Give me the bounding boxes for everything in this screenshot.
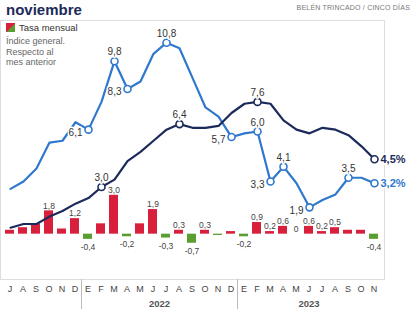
- svg-text:6,1: 6,1: [69, 127, 83, 138]
- svg-text:4,1: 4,1: [277, 152, 291, 163]
- svg-text:J: J: [164, 284, 169, 294]
- svg-text:N: N: [215, 284, 222, 294]
- svg-text:M: M: [292, 284, 300, 294]
- svg-text:J: J: [8, 284, 13, 294]
- svg-text:N: N: [59, 284, 66, 294]
- svg-text:M: M: [266, 284, 274, 294]
- svg-text:A: A: [332, 284, 338, 294]
- svg-text:J: J: [307, 284, 312, 294]
- svg-text:2023: 2023: [298, 298, 319, 309]
- svg-text:-0,2: -0,2: [120, 239, 135, 249]
- svg-text:0,3: 0,3: [199, 220, 211, 230]
- svg-text:1,8: 1,8: [43, 201, 55, 211]
- svg-text:O: O: [45, 284, 52, 294]
- svg-text:0,6: 0,6: [303, 216, 315, 226]
- svg-text:-0,4: -0,4: [81, 242, 96, 252]
- svg-text:-0,7: -0,7: [185, 246, 200, 256]
- svg-text:D: D: [228, 284, 235, 294]
- svg-text:2022: 2022: [149, 298, 170, 309]
- svg-text:-0,2: -0,2: [237, 239, 252, 249]
- svg-text:E: E: [241, 284, 247, 294]
- svg-text:0,5: 0,5: [329, 217, 341, 227]
- svg-text:-0,4: -0,4: [367, 242, 382, 252]
- svg-text:S: S: [345, 284, 351, 294]
- svg-text:M: M: [136, 284, 144, 294]
- svg-text:1,9: 1,9: [290, 205, 304, 216]
- svg-text:7,6: 7,6: [251, 87, 265, 98]
- svg-text:J: J: [320, 284, 325, 294]
- svg-text:O: O: [201, 284, 208, 294]
- svg-text:-0,3: -0,3: [159, 241, 174, 251]
- svg-text:0: 0: [294, 224, 299, 234]
- svg-text:8,3: 8,3: [108, 86, 122, 97]
- svg-text:6,4: 6,4: [173, 109, 187, 120]
- svg-text:4,5%: 4,5%: [381, 153, 406, 165]
- svg-text:A: A: [124, 284, 130, 294]
- svg-text:A: A: [20, 284, 26, 294]
- svg-text:J: J: [151, 284, 156, 294]
- svg-text:0,9: 0,9: [251, 212, 263, 222]
- svg-text:D: D: [72, 284, 79, 294]
- svg-text:3,5: 3,5: [342, 163, 356, 174]
- svg-text:3,2%: 3,2%: [381, 177, 406, 189]
- svg-text:3,3: 3,3: [251, 179, 265, 190]
- svg-text:1,2: 1,2: [69, 208, 81, 218]
- svg-text:F: F: [98, 284, 104, 294]
- html-text:Tasa mensual: Tasa mensual: [19, 22, 78, 33]
- html-text:mes anterior: mes anterior: [6, 57, 56, 67]
- svg-text:0,3: 0,3: [173, 220, 185, 230]
- html-text:Índice general.: Índice general.: [6, 36, 65, 46]
- svg-text:O: O: [357, 284, 364, 294]
- html-text:noviembre: noviembre: [6, 1, 82, 18]
- svg-text:3,0: 3,0: [108, 185, 120, 195]
- svg-text:5,7: 5,7: [212, 134, 226, 145]
- svg-text:0,2: 0,2: [264, 221, 276, 231]
- html-text:BELÉN TRINCADO / CINCO DÍAS: BELÉN TRINCADO / CINCO DÍAS: [296, 4, 410, 11]
- svg-text:N: N: [371, 284, 378, 294]
- svg-text:S: S: [189, 284, 195, 294]
- svg-text:S: S: [33, 284, 39, 294]
- svg-text:0,2: 0,2: [316, 221, 328, 231]
- svg-text:3,0: 3,0: [95, 172, 109, 183]
- svg-text:10,8: 10,8: [157, 28, 177, 39]
- svg-text:M: M: [110, 284, 118, 294]
- svg-text:6,0: 6,0: [251, 117, 265, 128]
- svg-text:0,6: 0,6: [277, 216, 289, 226]
- svg-text:E: E: [85, 284, 91, 294]
- svg-text:F: F: [254, 284, 260, 294]
- svg-text:A: A: [176, 284, 182, 294]
- html-text:Respecto al: Respecto al: [6, 46, 54, 57]
- svg-text:1,9: 1,9: [147, 199, 159, 209]
- svg-text:A: A: [280, 284, 286, 294]
- svg-text:9,8: 9,8: [108, 46, 122, 57]
